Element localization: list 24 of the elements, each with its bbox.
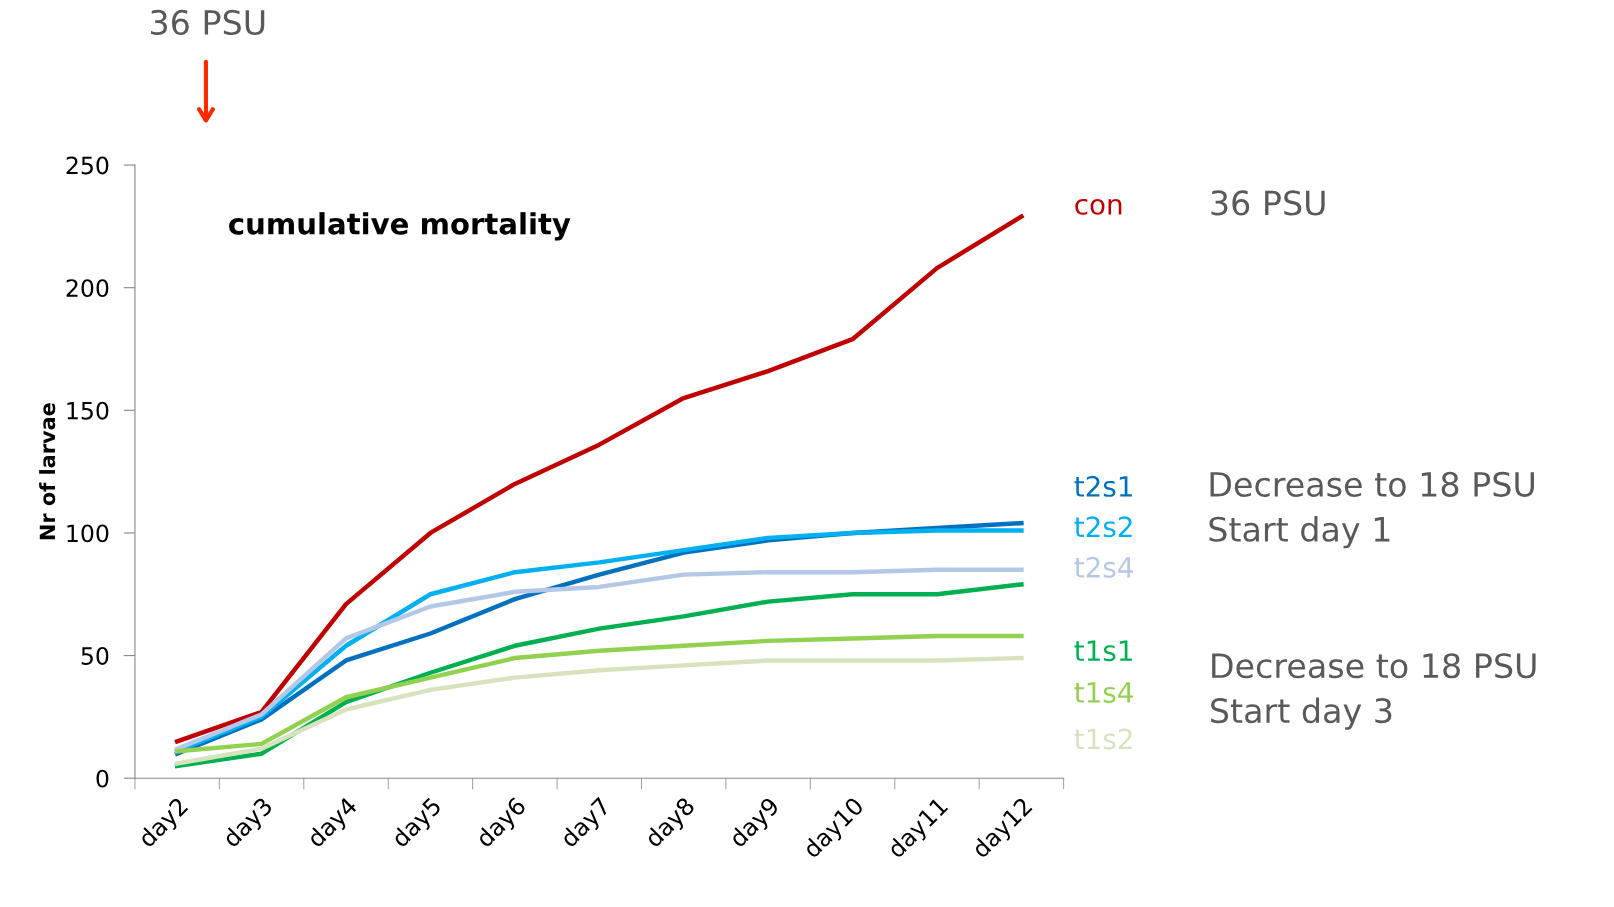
- y-axis-title: Nr of larvae: [39, 403, 56, 540]
- y-tick-label: 150: [67, 401, 109, 420]
- line-series: [174, 582, 1024, 769]
- y-tick-label: 200: [66, 279, 109, 298]
- line-series: [174, 655, 1024, 766]
- series-label: t2s4: [1074, 556, 1133, 578]
- text: 36 PSU: [151, 9, 265, 36]
- y-tick-label: 100: [67, 524, 109, 543]
- text: 36 PSU: [1211, 190, 1325, 216]
- series-label: con: [1075, 198, 1122, 215]
- series-label: t2s2: [1074, 516, 1132, 538]
- y-tick-label: 0: [96, 769, 109, 788]
- text: t1s2: [1074, 728, 1132, 750]
- line-series: [174, 567, 1024, 751]
- line-series: [174, 214, 1024, 744]
- text: t1s4: [1074, 682, 1133, 703]
- text: t1s1: [1074, 640, 1132, 662]
- line-series: [174, 633, 1024, 754]
- text: Decrease to 18 PSU Start day 1: [1209, 471, 1534, 549]
- y-tick-label: 250: [66, 156, 109, 175]
- text: Decrease to 18 PSU Start day 3: [1211, 653, 1536, 730]
- text: cumulative mortality: [229, 212, 571, 241]
- text: t2s1: [1074, 475, 1132, 497]
- y-tick-label: 50: [81, 647, 109, 665]
